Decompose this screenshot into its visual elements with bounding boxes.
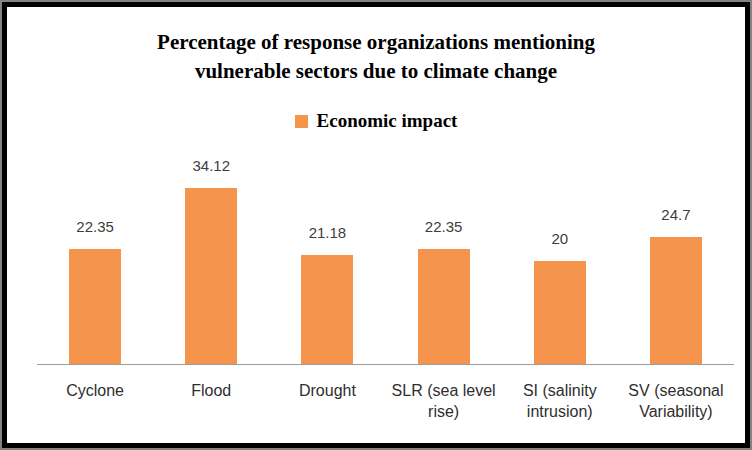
bar-column: 21.18 [269, 154, 385, 364]
chart-image: Percentage of response organizations men… [0, 0, 752, 450]
plot-area: 22.35 34.12 21.18 22.35 20 24.7 [37, 154, 734, 364]
category-axis-labels: CycloneFloodDroughtSLR (sea level rise)S… [37, 365, 734, 422]
bar-data-label: 20 [551, 230, 568, 247]
legend-swatch-icon [295, 115, 308, 128]
bar-column: 34.12 [153, 154, 269, 364]
chart-title-line: vulnerable sectors due to climate change [14, 57, 738, 86]
bar-column: 24.7 [618, 154, 734, 364]
bar [69, 249, 121, 364]
category-label: Flood [153, 365, 269, 422]
bar-column: 22.35 [386, 154, 502, 364]
chart-area: Percentage of response organizations men… [14, 14, 738, 436]
category-label: SI (salinity intrusion) [502, 365, 618, 422]
category-label: Drought [269, 365, 385, 422]
bar-data-label: 22.35 [425, 218, 463, 235]
bar-data-label: 24.7 [661, 206, 690, 223]
bar-column: 20 [502, 154, 618, 364]
bar [534, 261, 586, 364]
bar [301, 255, 353, 364]
legend-label: Economic impact [317, 110, 458, 132]
chart-title-line: Percentage of response organizations men… [14, 28, 738, 57]
bar-column: 22.35 [37, 154, 153, 364]
bar-data-label: 21.18 [309, 224, 347, 241]
category-label: Cyclone [37, 365, 153, 422]
bar-data-label: 22.35 [76, 218, 114, 235]
category-label: SLR (sea level rise) [386, 365, 502, 422]
legend: Economic impact [14, 110, 738, 132]
bar-data-label: 34.12 [192, 157, 230, 174]
inner-frame-border: Percentage of response organizations men… [2, 2, 750, 448]
bar [418, 249, 470, 364]
bar [650, 237, 702, 364]
bar [185, 188, 237, 364]
category-label: SV (seasonal Variability) [618, 365, 734, 422]
chart-title: Percentage of response organizations men… [14, 28, 738, 86]
